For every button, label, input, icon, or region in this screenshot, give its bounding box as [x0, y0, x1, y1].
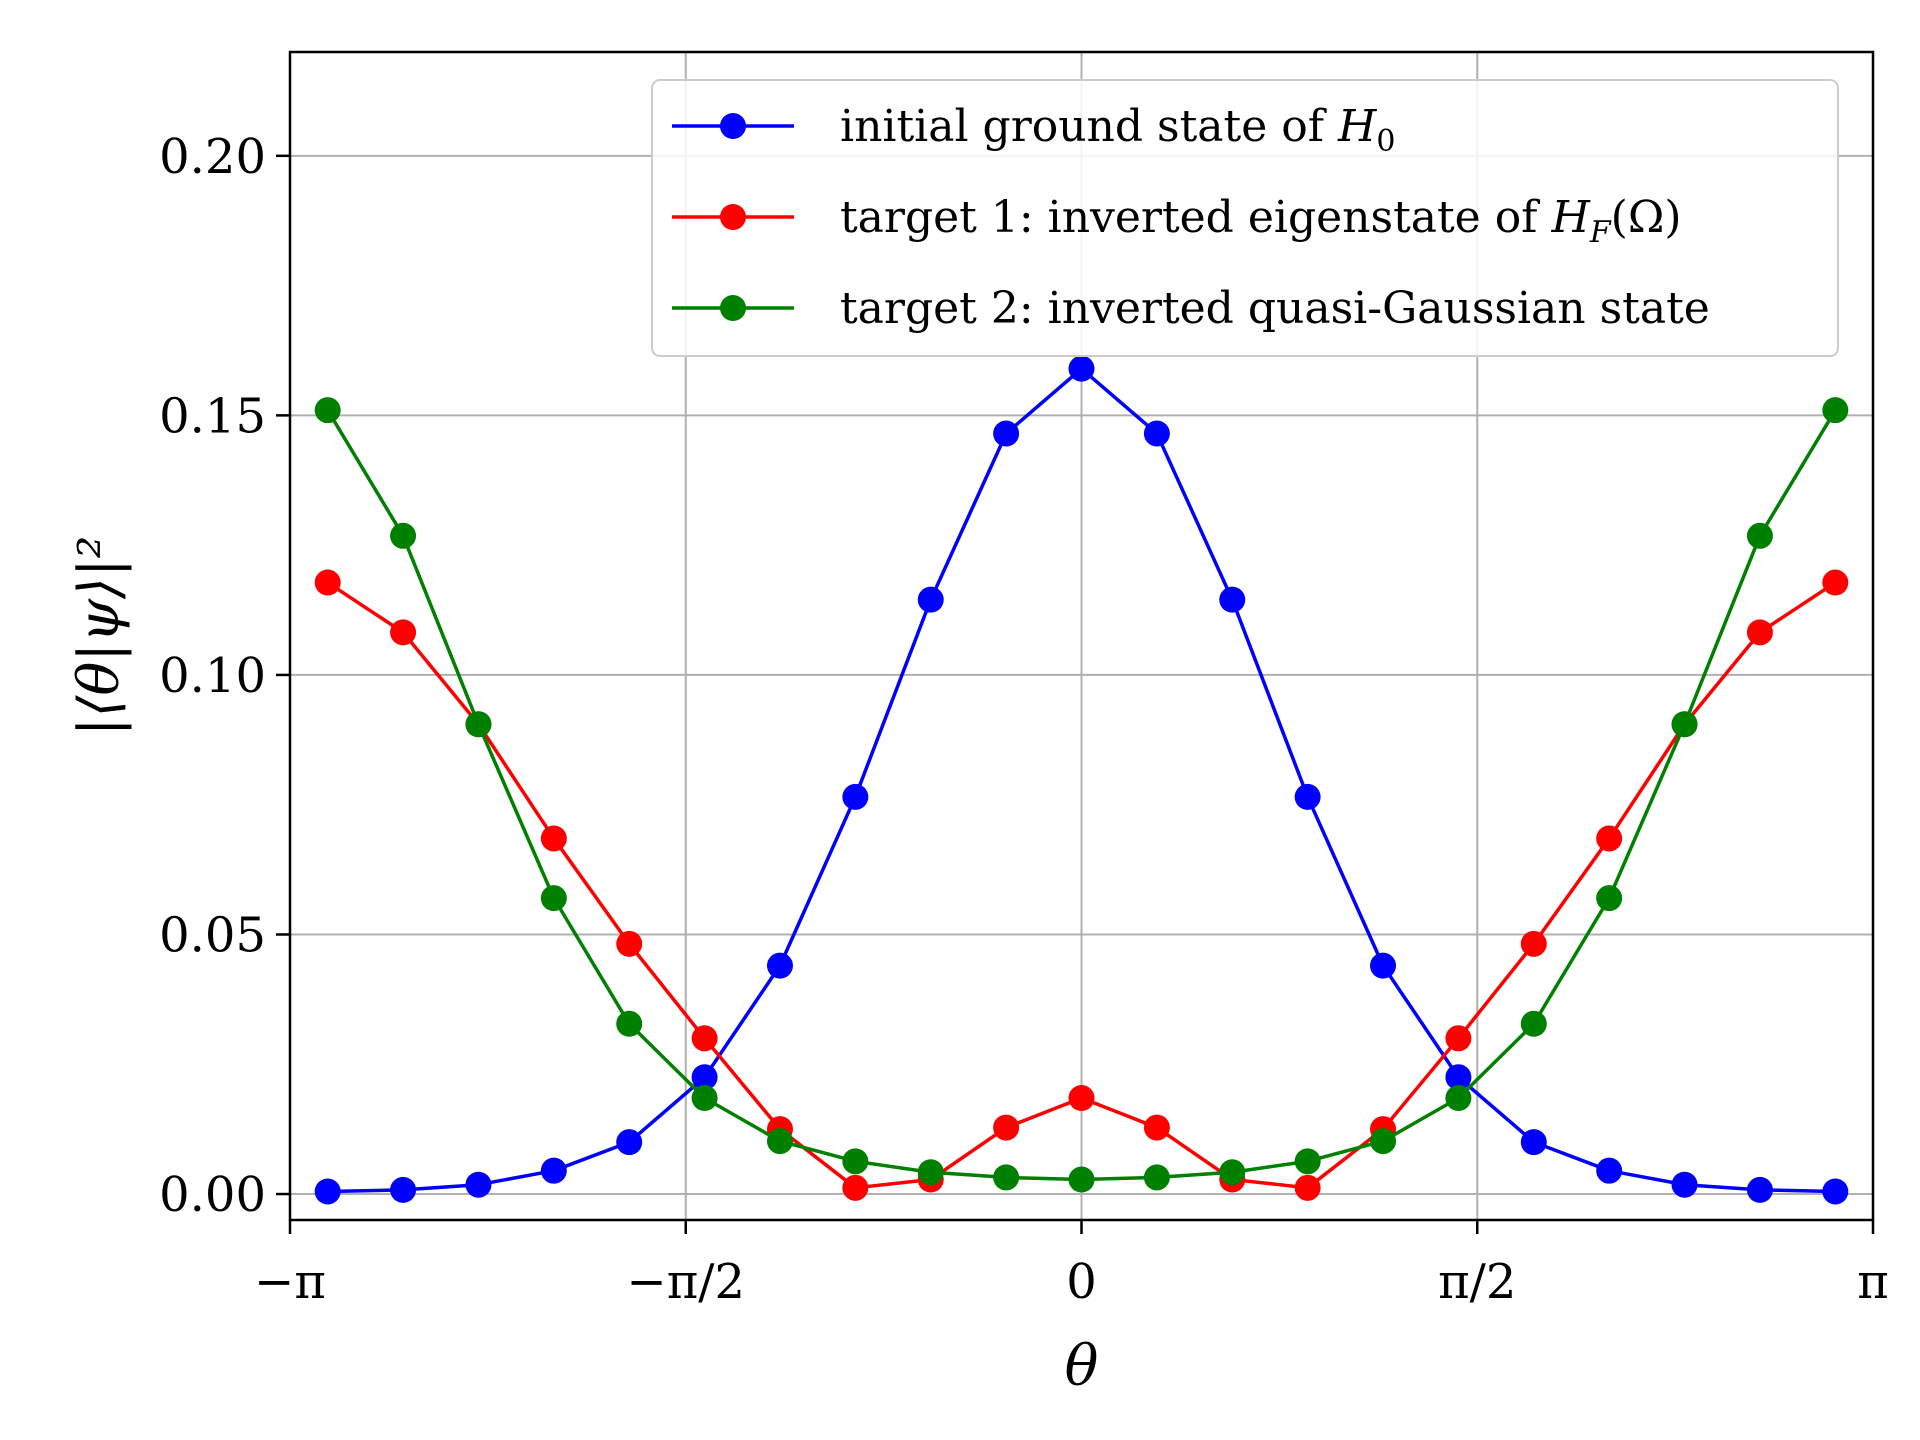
series-layer — [314, 355, 1849, 1205]
legend: initial ground state of H0 target 1: inve… — [651, 79, 1839, 357]
x-tick-label: π — [1857, 1254, 1889, 1310]
data-point — [390, 619, 417, 646]
data-point — [1596, 1157, 1623, 1184]
legend-item-1: initial ground state of H0 — [672, 101, 1395, 159]
data-point — [1671, 711, 1698, 738]
series-3 — [314, 397, 1849, 1193]
data-point — [1822, 397, 1849, 424]
data-point — [842, 783, 869, 810]
legend-box — [651, 79, 1839, 357]
legend-label: target 1: inverted eigenstate of HF(Ω) — [840, 192, 1681, 250]
y-tick-label: 0.15 — [159, 388, 266, 444]
x-tick-label: 0 — [1066, 1254, 1097, 1310]
data-point — [1143, 1164, 1170, 1191]
y-tick-label: 0.20 — [159, 129, 266, 185]
data-point — [1370, 952, 1397, 979]
data-point — [1068, 355, 1095, 382]
data-point — [616, 930, 643, 957]
data-point — [616, 1010, 643, 1037]
data-point — [314, 569, 341, 596]
data-point — [1445, 1085, 1472, 1112]
data-point — [993, 420, 1020, 447]
data-point — [1596, 825, 1623, 852]
legend-marker — [720, 295, 746, 321]
data-point — [540, 1157, 567, 1184]
data-point — [1445, 1064, 1472, 1091]
y-tick-label: 0.05 — [159, 907, 266, 963]
data-point — [1520, 930, 1547, 957]
data-point — [917, 1159, 944, 1186]
legend-marker — [720, 204, 746, 230]
data-point — [390, 1176, 417, 1203]
data-point — [465, 711, 492, 738]
data-point — [1445, 1025, 1472, 1052]
data-point — [540, 825, 567, 852]
data-point — [766, 952, 793, 979]
data-point — [1520, 1010, 1547, 1037]
y-axis-label: |⟨θ|ψ⟩|² — [67, 536, 132, 736]
legend-label: initial ground state of H0 — [840, 101, 1395, 159]
data-point — [1822, 569, 1849, 596]
data-point — [691, 1064, 718, 1091]
data-point — [616, 1129, 643, 1156]
data-point — [1219, 586, 1246, 613]
data-point — [465, 1171, 492, 1198]
legend-marker — [720, 113, 746, 139]
data-point — [1294, 1148, 1321, 1175]
data-point — [993, 1164, 1020, 1191]
data-point — [842, 1148, 869, 1175]
y-tick-label: 0.00 — [159, 1167, 266, 1223]
legend-item-2: target 1: inverted eigenstate of HF(Ω) — [672, 192, 1681, 250]
data-point — [1068, 1085, 1095, 1112]
data-point — [1294, 1174, 1321, 1201]
x-axis-label: θ — [1065, 1334, 1099, 1399]
data-point — [993, 1114, 1020, 1141]
data-point — [1143, 1114, 1170, 1141]
data-point — [917, 586, 944, 613]
x-tick-label: −π/2 — [627, 1254, 745, 1310]
data-point — [1370, 1128, 1397, 1155]
data-point — [1671, 1171, 1698, 1198]
data-point — [691, 1025, 718, 1052]
data-point — [1294, 783, 1321, 810]
data-point — [1746, 619, 1773, 646]
data-point — [1520, 1129, 1547, 1156]
data-point — [1596, 885, 1623, 912]
data-point — [1822, 1178, 1849, 1205]
data-point — [691, 1085, 718, 1112]
data-point — [1143, 420, 1170, 447]
data-point — [766, 1128, 793, 1155]
data-point — [842, 1174, 869, 1201]
legend-item-3: target 2: inverted quasi-Gaussian state — [672, 283, 1710, 334]
data-point — [540, 885, 567, 912]
data-point — [314, 397, 341, 424]
data-point — [390, 522, 417, 549]
axis-ticks: −π −π/2 0 π/2 π 0.00 0.05 0.10 0.15 0.20 — [159, 129, 1889, 1310]
x-tick-label: π/2 — [1438, 1254, 1516, 1310]
x-tick-label: −π — [254, 1254, 326, 1310]
series-1 — [314, 355, 1849, 1205]
data-point — [1746, 522, 1773, 549]
data-point — [1068, 1166, 1095, 1193]
data-point — [1746, 1176, 1773, 1203]
legend-label: target 2: inverted quasi-Gaussian state — [840, 283, 1710, 334]
data-point — [314, 1178, 341, 1205]
y-tick-label: 0.10 — [159, 648, 266, 704]
data-point — [1219, 1159, 1246, 1186]
